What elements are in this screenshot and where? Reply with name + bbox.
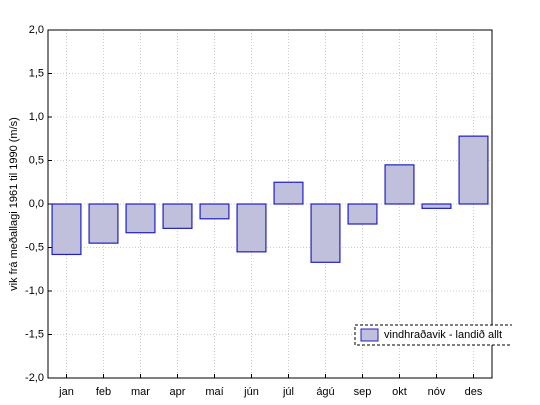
- y-tick-label: -1,5: [25, 328, 44, 340]
- y-axis-label: vik frá meðallagi 1961 til 1990 (m/s): [8, 117, 20, 291]
- legend-box: [354, 324, 512, 346]
- legend: vindhraðavik - landið allt: [354, 324, 512, 346]
- bar: [421, 203, 452, 209]
- legend-swatch: [360, 328, 379, 342]
- x-tick-label: apr: [170, 386, 186, 398]
- bar: [458, 135, 489, 205]
- bar: [199, 203, 230, 220]
- y-tick-label: 0,5: [29, 154, 44, 166]
- legend-label: vindhraðavik - landið allt: [384, 329, 502, 341]
- x-tick-label: feb: [96, 386, 111, 398]
- y-tick-label: 0,0: [29, 198, 44, 210]
- x-tick-label: maí: [205, 386, 223, 398]
- x-tick-label: júl: [282, 386, 294, 398]
- bar: [236, 203, 267, 253]
- x-tick-label: sep: [354, 386, 372, 398]
- x-tick-label: nóv: [428, 386, 446, 398]
- x-tick-label: okt: [392, 386, 407, 398]
- x-tick-label: jan: [58, 386, 74, 398]
- bar: [310, 203, 341, 263]
- x-tick-label: jún: [243, 386, 259, 398]
- x-tick-label: des: [465, 386, 483, 398]
- y-tick-label: -1,0: [25, 285, 44, 297]
- bar: [384, 164, 415, 205]
- x-tick-label: ágú: [316, 386, 334, 398]
- plot-frame: [47, 29, 493, 379]
- bar: [88, 203, 119, 244]
- bar: [51, 203, 82, 256]
- bar: [125, 203, 156, 234]
- y-tick-label: -0,5: [25, 241, 44, 253]
- y-tick-label: 2,0: [29, 24, 44, 36]
- bar: [273, 181, 304, 205]
- y-tick-label: -2,0: [25, 372, 44, 384]
- y-tick-label: 1,5: [29, 67, 44, 79]
- x-tick-label: mar: [131, 386, 150, 398]
- bar: [162, 203, 193, 229]
- y-tick-label: 1,0: [29, 111, 44, 123]
- bar: [347, 203, 378, 225]
